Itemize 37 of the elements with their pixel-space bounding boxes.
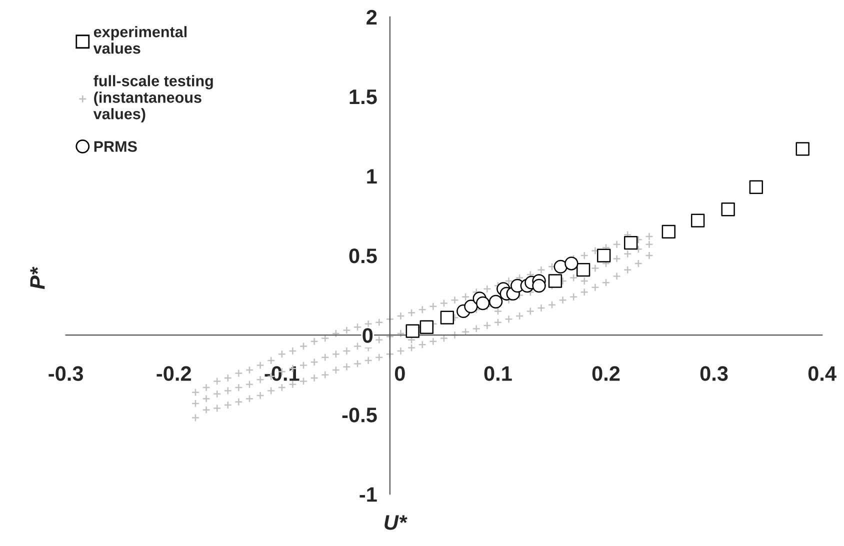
point [596, 248, 611, 262]
y-tick-label: -0.5 [342, 408, 377, 422]
point [721, 202, 735, 216]
point [662, 224, 676, 239]
y-tick-label: 0.5 [349, 248, 377, 264]
point [564, 256, 578, 270]
point [548, 274, 562, 288]
x-tick-label: -0.3 [48, 366, 84, 381]
x-tick-label: 0.3 [700, 366, 728, 381]
x-axis-title: U* [384, 515, 408, 530]
point [624, 236, 638, 250]
y-tick-label: 1.5 [350, 90, 377, 104]
x-tick-label: 0 [394, 366, 405, 381]
legend-label: experimental values [93, 26, 187, 54]
point [749, 180, 763, 194]
x-tick-label: 0.2 [592, 366, 620, 381]
point [476, 296, 490, 310]
x-tick-label: 0.1 [484, 366, 512, 381]
point [406, 324, 420, 338]
legend-label: full-scale testing (instantaneous values) [93, 75, 213, 122]
y-tick-label: -1 [360, 487, 377, 502]
point [554, 260, 568, 274]
y-tick-label: 1 [367, 169, 377, 184]
x-tick-label: 0.4 [808, 366, 836, 381]
y-axis-title: P* [30, 266, 45, 290]
point [532, 278, 546, 293]
point [488, 294, 503, 308]
x-tick-label: -0.2 [156, 366, 191, 381]
point [576, 263, 590, 277]
point [440, 310, 454, 324]
point [464, 300, 478, 314]
point [796, 142, 810, 156]
y-tick-label: 2 [366, 10, 377, 24]
point [420, 320, 434, 334]
legend-label: PRMS [94, 141, 137, 152]
point [690, 214, 705, 228]
y-tick-label: 0 [362, 328, 373, 343]
